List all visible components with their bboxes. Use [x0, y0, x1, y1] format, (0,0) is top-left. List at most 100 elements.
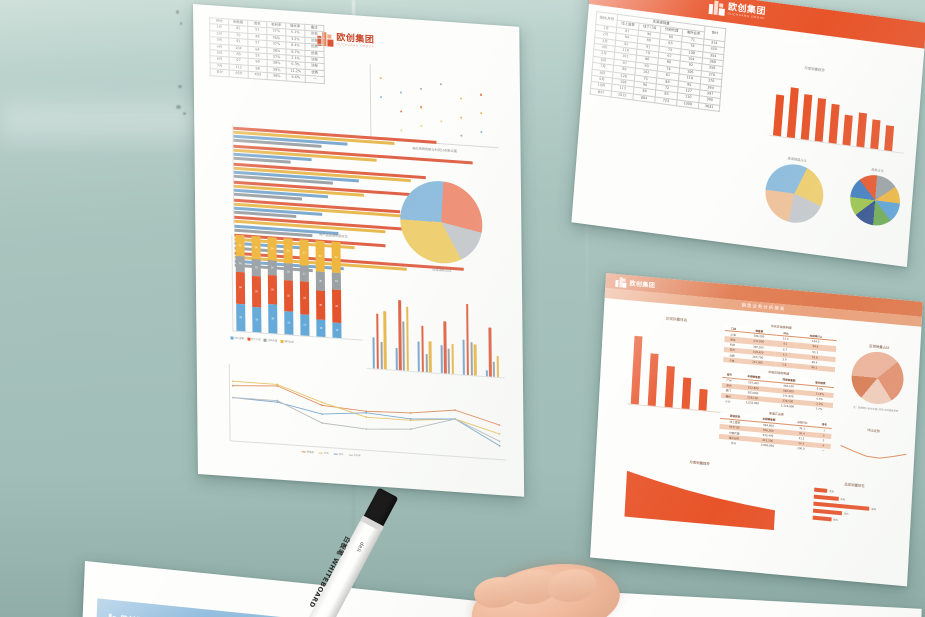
- table-cell: 3631: [698, 102, 720, 112]
- bar-column: [828, 103, 840, 144]
- table-cell: 6.6%: [286, 74, 306, 82]
- hbar-label: 服饰: [871, 507, 877, 512]
- column-group: [440, 299, 455, 374]
- top-right-bar-chart[interactable]: 月度销量趋势: [758, 64, 909, 161]
- column-bar: [380, 342, 383, 369]
- column-series-group: [372, 294, 500, 378]
- brand-logo: 欧创集团 OUCHUANG GROUP: [104, 613, 154, 617]
- stacked-column[interactable]: 26 18 32 24: [283, 238, 294, 335]
- mid-right-line-chart[interactable]: 环比走势: [833, 424, 911, 477]
- column-bar: [488, 327, 492, 377]
- scatter-point: [419, 87, 422, 90]
- legend-item: 海外业务: [280, 339, 294, 344]
- detail-table-1[interactable]: 华南区销售明细 城市 本期销售额 同期销售额 增长幅度 广州 507,400 462,100 9…: [721, 366, 835, 413]
- stacked-segment: 30: [316, 290, 326, 320]
- column-group: [462, 301, 477, 376]
- stacked-segment: 27: [299, 239, 309, 266]
- detail-table-2[interactable]: 渠道汇总表 渠道类型 本期销售额 占比(%) 排名 线上直营 984,600 34.1 1 线下门…: [718, 407, 833, 454]
- pie-title: 区域销量占比: [869, 344, 890, 350]
- line-point: [454, 418, 456, 420]
- stacked-column[interactable]: 24 18 32 26: [251, 235, 262, 333]
- scatter-point: [420, 124, 423, 127]
- bar-column: [884, 124, 895, 152]
- line-point: [276, 399, 279, 402]
- poster-mid-right-subtitle: 销售业务分析报表: [741, 303, 786, 313]
- top-right-multipie-chart[interactable]: 品类占比: [839, 163, 911, 251]
- left-data-table-wrap: 月份 销售额 成本 毛利率 增长率 备注 1月 82 51 37% 5.1% 达标 2月 76 48 36% 3…: [209, 17, 325, 84]
- brand-logo: 欧创集团 OUCHUANG GROUP: [708, 0, 767, 21]
- table-cell: 合计: [590, 88, 612, 98]
- column-group: [395, 296, 409, 371]
- table-cell: 38%: [267, 72, 287, 81]
- left-column-chart[interactable]: [366, 288, 505, 388]
- column-bar: [428, 341, 432, 373]
- area-path: [624, 470, 776, 531]
- stacked-column[interactable]: 22 16 34 28: [235, 234, 246, 332]
- brand-logo: 欧创集团: [615, 276, 656, 290]
- pie-wedges: [763, 160, 826, 227]
- stacked-segment: 34: [331, 289, 342, 323]
- bar-column: [698, 389, 708, 411]
- left-stacked-chart[interactable]: 22 16 34 28 24 18 32 26 24 16 30 30 26 18 32 24 27 17 34 22…: [215, 233, 364, 361]
- left-pie-chart[interactable]: 区域销售占比: [393, 178, 490, 289]
- line-point: [409, 418, 412, 420]
- left-data-table[interactable]: 月份 销售额 成本 毛利率 增长率 备注 1月 82 51 37% 5.1% 达标 2月 76 48 36% 3…: [209, 17, 325, 84]
- column-bar: [395, 347, 398, 371]
- bar-columns: [772, 77, 897, 152]
- stacked-segment: 32: [283, 280, 294, 312]
- mid-right-hbar-chart[interactable]: 品类销量排名 食品 家电 服饰 日化 数码: [799, 478, 907, 561]
- logo-mark-icon: [615, 276, 627, 288]
- stacked-column[interactable]: 27 17 34 22: [299, 239, 310, 336]
- logo-mark-icon: [104, 613, 117, 617]
- pie-caption: 区域销售占比: [432, 267, 452, 273]
- column-bar: [492, 361, 496, 377]
- mid-right-bar-chart[interactable]: 区域销量排名: [616, 313, 731, 423]
- left-line-chart[interactable]: 销售额 利润 成本 毛利率: [215, 363, 508, 479]
- column-bar: [406, 307, 409, 371]
- logo-mark-icon: [708, 0, 726, 16]
- mid-right-pie-chart[interactable]: 区域销量占比 注：数据统计自本年度1月至10月销售系统: [842, 341, 912, 427]
- line-point: [232, 384, 234, 387]
- bar-column: [630, 335, 643, 405]
- bar-column: [681, 377, 692, 410]
- stacked-segment: 24: [284, 311, 294, 335]
- bar-column: [772, 94, 785, 137]
- wall-light-reflection: [0, 92, 210, 152]
- line-point: [409, 412, 412, 414]
- stacked-segment: 32: [331, 241, 341, 273]
- finger: [545, 566, 599, 606]
- line-point: [365, 416, 368, 419]
- hbar-label: 家电: [840, 498, 846, 502]
- stacked-segment: 22: [235, 234, 245, 257]
- table-cell: 403: [248, 71, 268, 80]
- line-point: [498, 444, 501, 447]
- table-cell: 7.7%: [815, 407, 823, 412]
- stacked-column[interactable]: 24 16 30 30: [267, 237, 278, 334]
- top-right-data-table[interactable]: 指标\月份 各渠道销量 合计 线上直营 线下门店 分销代理 海外业务 1月 87 96 60 71 31…: [590, 11, 727, 112]
- stacked-column[interactable]: 32 20 30 18: [315, 240, 326, 338]
- column-bar: [496, 356, 500, 378]
- line-point: [365, 428, 368, 431]
- top-right-pie-chart[interactable]: 渠道销量占比: [749, 151, 839, 242]
- detail-table-0[interactable]: 华东区销售明细 门店 销售额 环比 完成率(%) 上海 586,200 12.4 104.2 南京…: [723, 320, 837, 373]
- column-bar: [443, 321, 447, 374]
- poster-mid-right-report[interactable]: 欧创集团 销售业务分析报表 区域销量排名 华东区销售明细 门店 销售额 环比 完成率(%…: [590, 273, 923, 587]
- legend-item: 毛利率: [348, 453, 361, 457]
- stacked-segment: 30: [268, 304, 278, 334]
- stacked-segment: 16: [235, 255, 245, 272]
- stacked-columns: 22 16 34 28 24 18 32 26 24 16 30 30 26 18 32 24 27 17 34 22…: [235, 234, 342, 339]
- scatter-point: [440, 120, 443, 123]
- line-point: [409, 428, 412, 431]
- wall-scuff-mark: [180, 22, 182, 25]
- poster-top-right-report[interactable]: 欧创集团 OUCHUANG GROUP 月度综合数据表 指标\月份 各渠道销量 合计…: [571, 0, 925, 267]
- stacked-segment: 34: [299, 281, 310, 315]
- mid-right-area-chart[interactable]: 月度销量趋势: [609, 452, 785, 551]
- wall-scuff-mark: [178, 85, 182, 88]
- column-bar: [376, 313, 379, 369]
- stacked-column[interactable]: 32 18 34 16: [331, 241, 342, 339]
- hbar-label: 日化: [843, 512, 849, 516]
- scatter-point: [480, 112, 483, 115]
- legend-item: 利润: [318, 450, 329, 455]
- bar-column: [842, 114, 853, 146]
- poster-left-dashboard[interactable]: 欧创集团 OUCHUANG GROUP 月份 销售额 成本 毛利率 增长率 备注 1月 82 5…: [193, 4, 525, 497]
